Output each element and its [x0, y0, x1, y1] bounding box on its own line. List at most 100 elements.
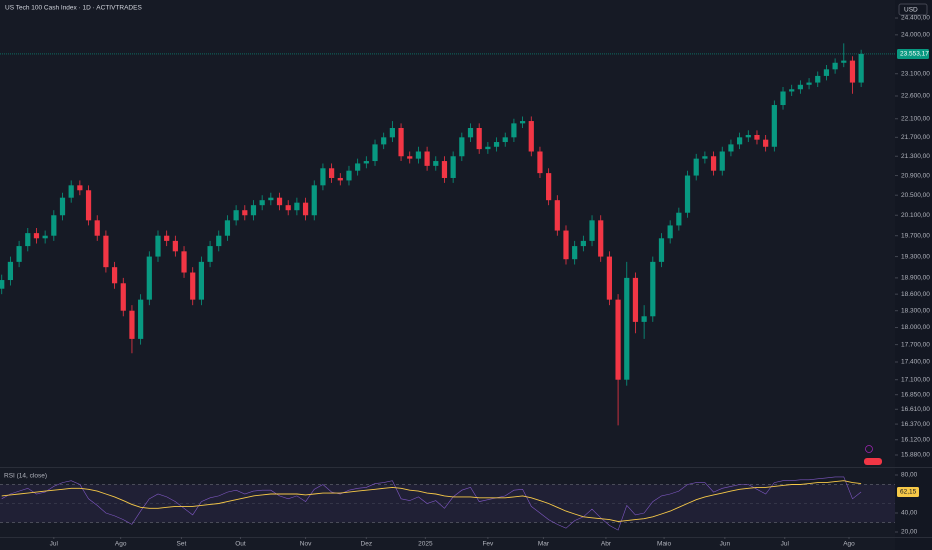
x-tick-label: Out — [235, 541, 246, 548]
event-icon[interactable] — [865, 445, 873, 453]
y-tick-label: 18.600,00 — [901, 291, 930, 298]
candle-body — [493, 142, 500, 147]
candle-body — [710, 156, 717, 171]
candle-body — [546, 173, 552, 201]
candle-body — [311, 185, 317, 216]
candle-body — [415, 151, 422, 159]
candle-body — [797, 84, 803, 90]
rsi-value-label: 62,15 — [900, 489, 917, 496]
candle-body — [563, 230, 569, 260]
y-tick-label: 20.900,00 — [901, 172, 930, 179]
candle-body — [268, 197, 274, 201]
candle-body — [111, 267, 118, 284]
candle-body — [346, 170, 352, 181]
candle-body — [615, 299, 621, 380]
candle-body — [294, 202, 300, 211]
candle-body — [815, 75, 821, 83]
price-axis-bg — [895, 0, 932, 550]
candle-body — [806, 82, 812, 85]
candle-body — [667, 225, 673, 239]
y-tick-label: 17.700,00 — [901, 341, 930, 348]
y-tick-label: 22.100,00 — [901, 115, 930, 122]
candle-body — [103, 235, 109, 268]
candle-body — [68, 185, 74, 198]
candle-body — [832, 62, 838, 70]
x-tick-label: 2025 — [418, 541, 433, 548]
y-tick-label: 20,00 — [901, 529, 918, 536]
candle-body — [198, 261, 205, 300]
candle-body — [450, 156, 456, 178]
rsi-title: RSI (14, close) — [4, 473, 47, 480]
candle-body — [77, 185, 83, 191]
candle-body — [737, 137, 743, 145]
y-tick-label: 16.610,00 — [901, 406, 930, 413]
candle-body — [389, 127, 395, 138]
x-tick-label: Nov — [300, 541, 312, 548]
candle-body — [745, 134, 751, 138]
candle-body — [789, 89, 795, 92]
candle-body — [658, 238, 665, 262]
candle-body — [572, 246, 578, 260]
candle-body — [224, 220, 231, 236]
candle-body — [641, 316, 647, 322]
candle-body — [329, 168, 335, 178]
x-tick-label: Fev — [482, 541, 494, 548]
x-tick-label: Ago — [843, 541, 855, 548]
candle-body — [459, 137, 465, 157]
candle-body — [467, 127, 474, 138]
candle-body — [190, 272, 196, 300]
candle-body — [155, 235, 161, 257]
x-tick-label: Dez — [361, 541, 373, 548]
x-tick-label: Jun — [720, 541, 731, 548]
y-tick-label: 22.600,00 — [901, 93, 930, 100]
candle-body — [7, 261, 14, 281]
candle-body — [207, 246, 213, 262]
candle-body — [398, 127, 404, 157]
candle-body — [528, 121, 534, 152]
candle-body — [337, 177, 343, 181]
currency[interactable]: USD — [904, 7, 918, 14]
x-tick-label: Abr — [601, 541, 612, 548]
candle-body — [693, 158, 699, 176]
candle-body — [25, 233, 31, 247]
candle-body — [441, 161, 448, 178]
candle-body — [216, 235, 222, 247]
last-price-label: 23.553,17 — [900, 51, 929, 58]
candle-body — [580, 240, 586, 247]
candle-body — [849, 60, 856, 83]
currency-button[interactable] — [898, 3, 928, 16]
flag-icons[interactable] — [864, 458, 882, 465]
candle-body — [172, 240, 178, 252]
candle-body — [120, 283, 126, 311]
candle-body — [598, 220, 604, 257]
candle-body — [511, 123, 517, 138]
candle-body — [537, 151, 543, 174]
rsi-line — [1, 476, 862, 531]
candle-body — [51, 215, 57, 236]
candle-body — [0, 280, 5, 289]
candle-body — [841, 60, 847, 63]
x-tick-label: Jul — [50, 541, 59, 548]
candle-body — [276, 197, 283, 206]
candle-body — [407, 156, 413, 159]
candle-body — [94, 220, 100, 236]
y-tick-label: 16.850,00 — [901, 391, 930, 398]
candle-body — [259, 200, 265, 206]
candle-body — [684, 175, 691, 213]
candle-body — [138, 299, 144, 339]
candle-body — [242, 210, 248, 216]
x-tick-label: Maio — [657, 541, 671, 548]
candle-body — [823, 69, 830, 76]
candle-body — [146, 256, 152, 300]
candle-body — [771, 105, 777, 147]
candle-body — [250, 205, 257, 216]
y-tick-label: 15.880,00 — [901, 452, 930, 459]
candle-body — [702, 156, 708, 159]
candle-body — [302, 202, 309, 216]
candle-body — [424, 151, 430, 166]
candle-body — [650, 261, 656, 317]
x-tick-label: Set — [177, 541, 187, 548]
rsi-line — [1, 480, 862, 522]
y-tick-label: 24.000,00 — [901, 32, 930, 39]
